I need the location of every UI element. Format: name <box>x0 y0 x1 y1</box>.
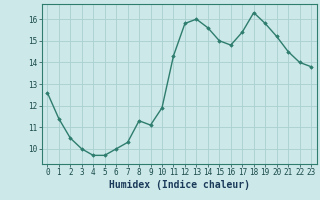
X-axis label: Humidex (Indice chaleur): Humidex (Indice chaleur) <box>109 180 250 190</box>
